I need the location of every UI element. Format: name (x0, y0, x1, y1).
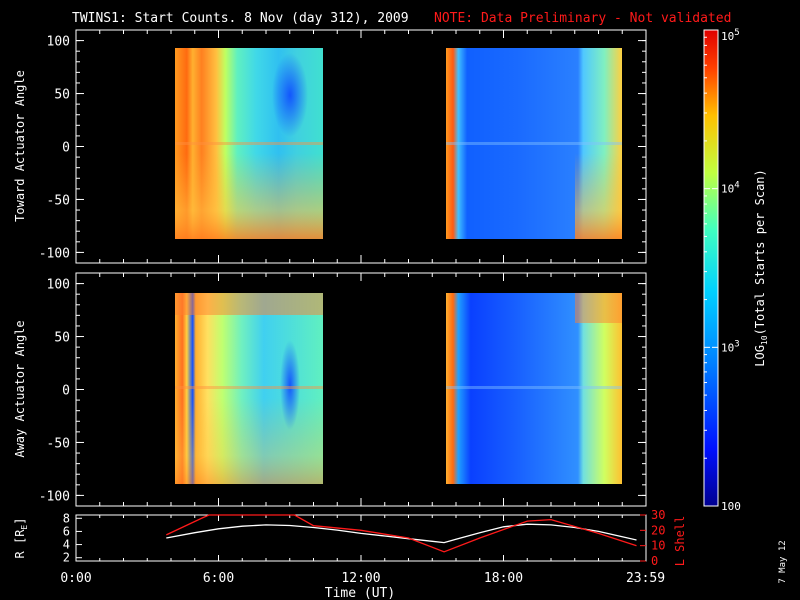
colorbar-ticks: 105 104 103 100 (704, 28, 741, 513)
colorbar-tick-label: 103 (721, 339, 740, 354)
toward-ytick-label: -100 (39, 246, 70, 261)
time-xtick-label: 18:00 (484, 571, 523, 586)
away-ytick-label: -50 (47, 436, 70, 451)
away-ytick-label: 0 (62, 384, 70, 399)
away-ytick-label: 100 (47, 278, 70, 293)
radius-ytick-label: 8 (63, 511, 70, 525)
time-axis-label: Time (UT) (325, 586, 395, 600)
orbit-lines (166, 514, 637, 553)
figure-title: TWINS1: Start Counts. 8 Nov (day 312), 2… (72, 11, 409, 26)
l-shell-axis-label: L Shell (673, 516, 687, 567)
colorbar-tick-label: 104 (721, 181, 740, 196)
preliminary-note: NOTE: Data Preliminary - Not validated (434, 11, 731, 26)
time-xtick-label: 12:00 (341, 571, 380, 586)
radius-ytick-label: 4 (63, 538, 70, 552)
l-shell-ytick-label: 10 (651, 539, 665, 553)
l-shell-ytick-label: 0 (651, 554, 658, 568)
toward-ytick-label: 0 (62, 141, 70, 156)
colorbar-label: LOG10(Total Starts per Scan) (753, 169, 769, 367)
toward-ytick-label: 100 (47, 35, 70, 50)
colorbar (703, 29, 719, 507)
time-xtick-label: 23:59 (626, 571, 665, 586)
time-xtick-label: 0:00 (60, 571, 91, 586)
away-data-block-2 (446, 293, 622, 484)
away-ytick-label: 50 (54, 331, 70, 346)
l-shell-ytick-label: 20 (651, 523, 665, 537)
axis-ticks: 100500-50-100100500-50-100864230201000:0… (39, 30, 665, 586)
radius-series-line (166, 523, 637, 544)
colorbar-tick-label: 105 (721, 28, 740, 43)
toward-ytick-label: -50 (47, 193, 70, 208)
time-xtick-label: 6:00 (203, 571, 234, 586)
colorbar-tick-label: 100 (721, 500, 741, 513)
toward-ytick-label: 50 (54, 88, 70, 103)
away-heatmap (175, 293, 622, 484)
radius-ytick-label: 6 (63, 524, 70, 538)
toward-heatmap (175, 48, 622, 239)
l-shell-ytick-label: 30 (651, 508, 665, 522)
away-panel-ylabel: Away Actuator Angle (13, 320, 27, 457)
toward-panel-ylabel: Toward Actuator Angle (13, 70, 27, 222)
radius-ytick-label: 2 (63, 551, 70, 565)
date-stamp: 7 May 12 (778, 540, 788, 583)
radius-axis-label: R [RE] (13, 518, 29, 559)
away-ytick-label: -100 (39, 489, 70, 504)
l-shell-series-line (166, 514, 637, 553)
